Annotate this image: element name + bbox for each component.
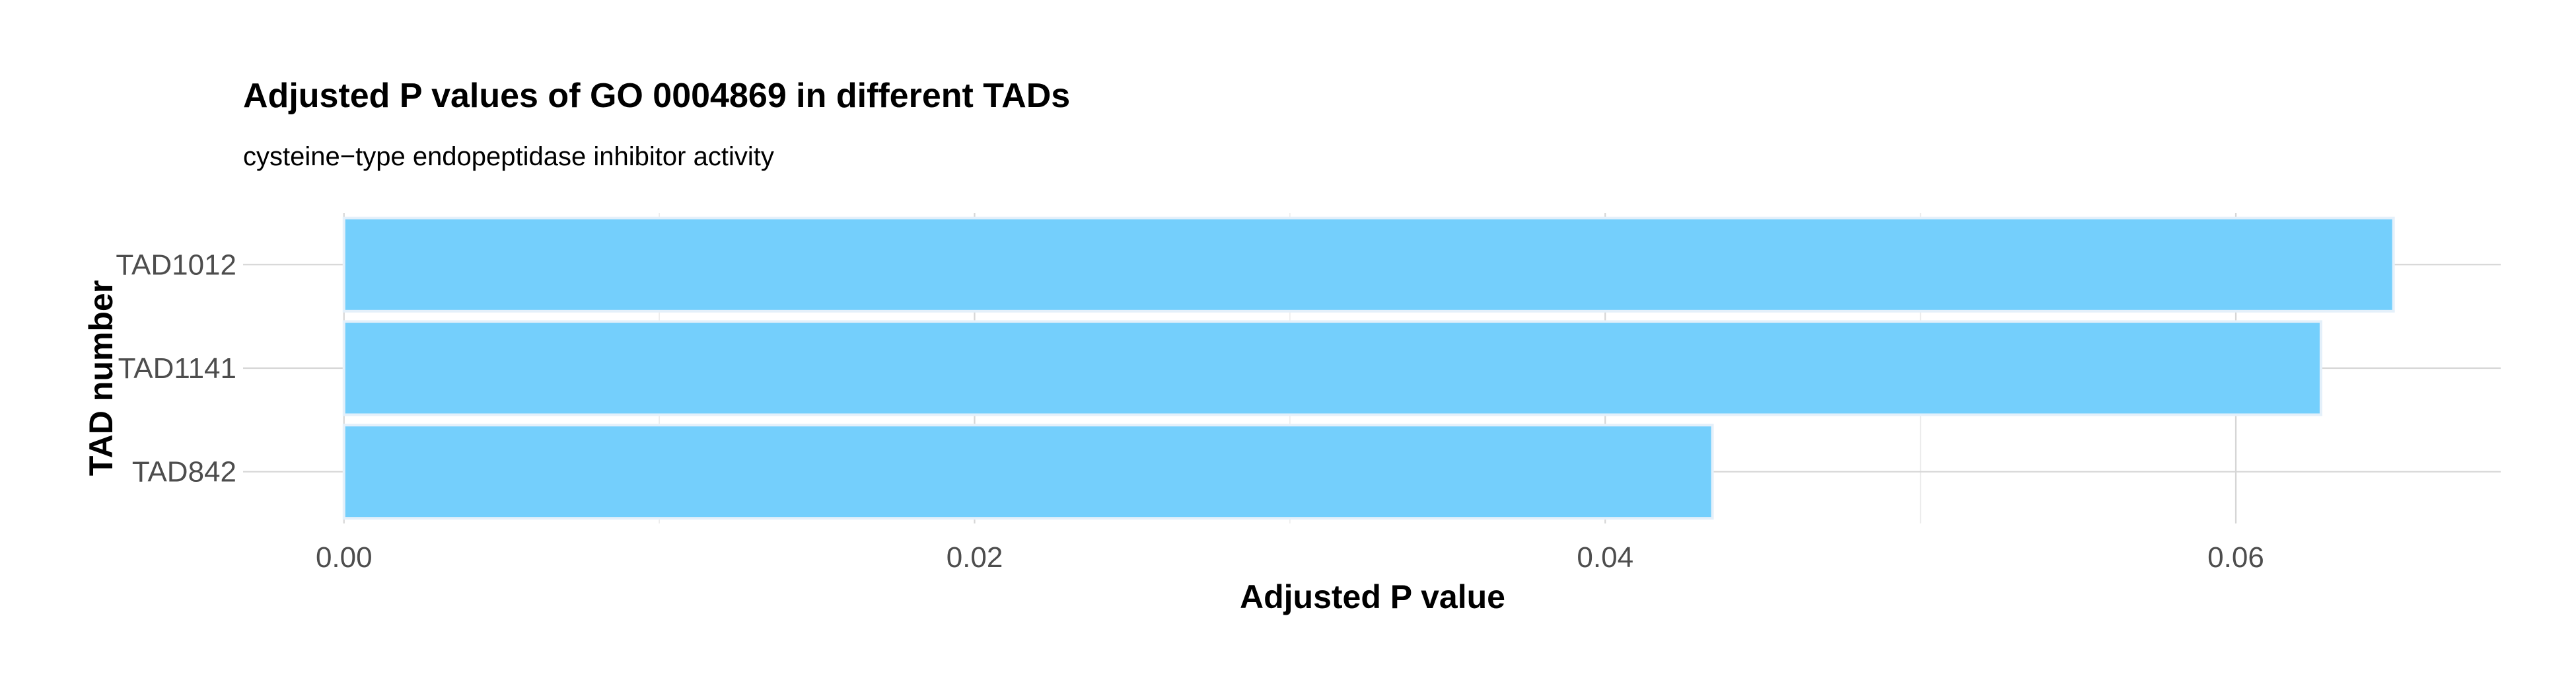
y-tick-label: TAD1141	[118, 352, 236, 385]
chart-subtitle: cysteine−type endopeptidase inhibitor ac…	[243, 142, 774, 171]
bar-layer	[342, 216, 2395, 520]
bar-tad842	[342, 424, 1714, 520]
y-tick-labels: TAD1012 TAD1141 TAD842	[116, 249, 236, 488]
chart-title: Adjusted P values of GO 0004869 in diffe…	[243, 77, 1070, 115]
bar-tad1141	[342, 320, 2322, 416]
y-axis-title: TAD number	[83, 280, 120, 476]
x-tick-labels: 0.00 0.02 0.04 0.06	[316, 541, 2264, 574]
x-tick-label: 0.04	[1577, 541, 1633, 574]
x-tick-label: 0.00	[316, 541, 373, 574]
y-tick-label: TAD1012	[116, 249, 236, 281]
bar-tad1012	[342, 216, 2395, 313]
x-tick-label: 0.06	[2207, 541, 2264, 574]
y-tick-label: TAD842	[132, 456, 236, 488]
x-tick-label: 0.02	[947, 541, 1003, 574]
x-axis-title: Adjusted P value	[1240, 578, 1505, 615]
